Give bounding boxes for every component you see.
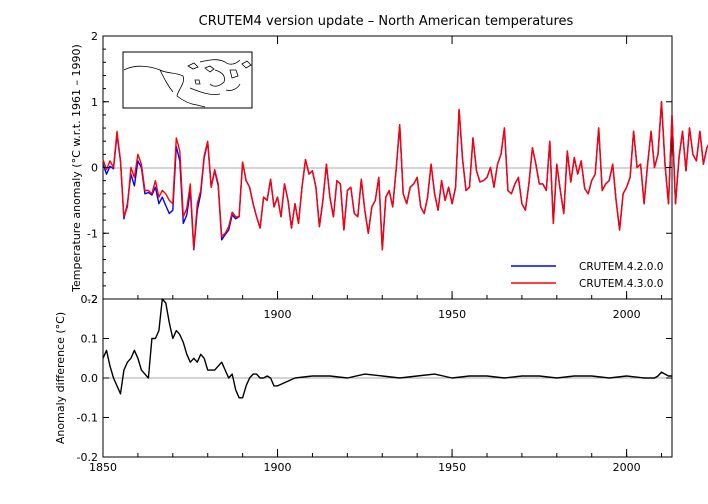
bottom-y-tick-label: -0.1	[77, 412, 98, 425]
top-x-tick-label: 2000	[613, 308, 641, 321]
map-frame	[122, 51, 253, 109]
north-america-map-inset	[122, 51, 253, 109]
legend-label-crutem-4-3: CRUTEM.4.3.0.0	[579, 278, 664, 290]
difference-line	[102, 298, 672, 399]
bottom-x-tick-label: 1900	[264, 461, 292, 474]
top-y-tick-label: 1	[91, 96, 98, 109]
temperature-panel: CRUTEM.4.2.0.0 CRUTEM.4.3.0.0 Temperatur…	[70, 35, 673, 300]
legend-label-crutem-4-2: CRUTEM.4.2.0.0	[579, 261, 664, 273]
top-y-tick-label: 2	[91, 30, 98, 43]
top-x-tick-label: 1950	[438, 308, 466, 321]
map-coastlines	[123, 59, 252, 108]
top-y-tick-label: 0	[91, 162, 98, 175]
top-y-tick-label: -1	[87, 227, 98, 240]
bottom-y-tick-label: -0.2	[77, 451, 98, 464]
series-line-crutem-4-3-0-0	[102, 101, 708, 251]
difference-panel: Anomaly difference (°C)	[54, 298, 673, 458]
bottom-x-tick-label: 1850	[89, 461, 117, 474]
bottom-y-tick-label: 0.0	[81, 372, 99, 385]
bottom-y-tick-label: 0.1	[81, 333, 99, 346]
bottom-x-tick-label: 2000	[613, 461, 641, 474]
legend: CRUTEM.4.2.0.0 CRUTEM.4.3.0.0	[511, 261, 664, 290]
bottom-x-tick-label: 1950	[438, 461, 466, 474]
bottom-y-tick-label: 0.2	[81, 293, 99, 306]
chart-title: CRUTEM4 version update – North American …	[199, 14, 574, 29]
top-y-axis-label: Temperature anomaly (°C w.r.t. 1961 – 19…	[70, 44, 83, 293]
bottom-y-axis-label: Anomaly difference (°C)	[54, 312, 67, 444]
top-y-tick-label: -2	[87, 293, 98, 306]
top-x-tick-label: 1900	[264, 308, 292, 321]
